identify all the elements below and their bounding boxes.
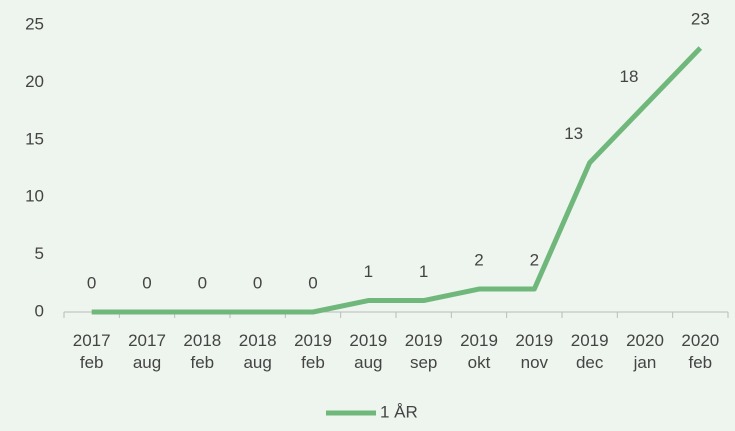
data-label: 23 — [691, 9, 710, 28]
x-tick-label: 2019 feb — [294, 331, 332, 372]
data-label: 1 — [419, 262, 428, 281]
data-label: 2 — [530, 251, 539, 270]
x-tick-label: 2017 aug — [128, 331, 166, 372]
x-tick-label: 2019 okt — [460, 331, 498, 372]
x-tick-label: 2020 jan — [626, 331, 664, 372]
y-tick-label: 0 — [35, 301, 44, 320]
line — [91, 46, 703, 315]
x-tick-label: 2017 feb — [73, 331, 111, 372]
y-tick-label: 5 — [35, 244, 44, 263]
y-tick-label: 20 — [25, 72, 44, 91]
x-tick-label: 2019 sep — [405, 331, 443, 372]
x-tick-label: 2018 aug — [239, 331, 277, 372]
y-tick-label: 10 — [25, 187, 44, 206]
x-tick-label: 2018 feb — [183, 331, 221, 372]
x-tick-label: 2020 feb — [681, 331, 719, 372]
data-label: 0 — [142, 273, 151, 292]
data-label: 0 — [198, 273, 207, 292]
legend-label: 1 ÅR — [380, 402, 418, 421]
x-tick-label: 2019 dec — [571, 331, 609, 372]
data-label: 13 — [564, 124, 583, 143]
data-label: 2 — [474, 251, 483, 270]
data-label: 0 — [253, 273, 262, 292]
x-tick-label: 2019 nov — [515, 331, 553, 372]
y-tick-label: 15 — [25, 129, 44, 148]
data-label: 0 — [308, 273, 317, 292]
y-tick-label: 25 — [25, 14, 44, 33]
data-label: 0 — [87, 273, 96, 292]
x-tick-label: 2019 aug — [349, 331, 387, 372]
data-label: 1 — [364, 262, 373, 281]
data-label: 18 — [620, 67, 639, 86]
